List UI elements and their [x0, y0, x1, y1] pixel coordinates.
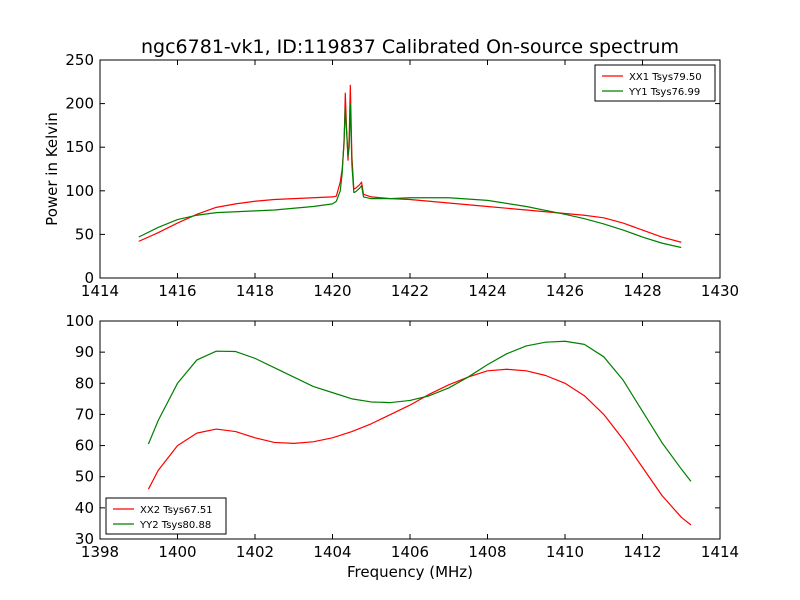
x-tick-label: 1424 [468, 282, 506, 300]
x-tick-label: 1412 [623, 543, 661, 561]
legend: XX1 Tsys79.50 YY1 Tsys76.99 [594, 64, 716, 102]
y-tick-label: 100 [65, 182, 94, 200]
x-tick-label: 1428 [623, 282, 661, 300]
y-tick-label: 60 [75, 437, 94, 455]
x-tick-label: 1414 [81, 282, 119, 300]
y-tick-label: 50 [75, 468, 94, 486]
x-tick-label: 1402 [236, 543, 274, 561]
y-tick-label: 100 [65, 312, 94, 330]
bottom-panel: 1398 1400 1402 1404 1406 1408 1410 1412 1414 30 40… [65, 312, 739, 581]
x-tick-label: 1410 [546, 543, 584, 561]
legend-label: YY2 Tsys80.88 [139, 520, 211, 531]
legend-box [594, 64, 716, 102]
x-tick-label: 1422 [391, 282, 429, 300]
y-tick-label: 90 [75, 343, 94, 361]
x-tick-label: 1404 [313, 543, 351, 561]
y-tick-label: 250 [65, 51, 94, 69]
x-tick-label: 1416 [158, 282, 196, 300]
x-tick-label: 1408 [468, 543, 506, 561]
y-tick-label: 30 [75, 530, 94, 548]
series-line-2 [147, 340, 692, 482]
x-tick-label: 1426 [546, 282, 584, 300]
y-tick-label: 80 [75, 374, 94, 392]
y-tick-label: 150 [65, 138, 94, 156]
x-tick-label: 1398 [81, 543, 119, 561]
series-line-2 [138, 102, 682, 249]
legend-label: YY1 Tsys76.99 [628, 87, 700, 98]
x-tick-label: 1418 [236, 282, 274, 300]
x-axis-label: Frequency (MHz) [347, 563, 473, 581]
y-tick-label: 50 [75, 225, 94, 243]
y-tick-label: 40 [75, 499, 94, 517]
x-tick-label: 1400 [158, 543, 196, 561]
x-tick-label: 1414 [701, 543, 739, 561]
series-line-1 [147, 368, 692, 526]
top-panel: 1414 1416 1418 1420 1422 1424 1426 1428 1430 0 50 1… [43, 51, 739, 300]
legend-label: XX1 Tsys79.50 [629, 72, 702, 83]
x-tick-label: 1420 [313, 282, 351, 300]
x-tick-label: 1406 [391, 543, 429, 561]
legend: XX2 Tsys67.51 YY2 Tsys80.88 [105, 497, 227, 535]
legend-box [105, 497, 227, 535]
y-tick-label: 0 [84, 269, 94, 287]
y-tick-label: 200 [65, 95, 94, 113]
x-tick-label: 1430 [701, 282, 739, 300]
y-tick-label: 70 [75, 405, 94, 423]
y-axis-label: Power in Kelvin [43, 112, 61, 226]
figure-title: ngc6781-vk1, ID:119837 Calibrated On-sou… [141, 36, 679, 58]
legend-label: XX2 Tsys67.51 [140, 505, 213, 516]
